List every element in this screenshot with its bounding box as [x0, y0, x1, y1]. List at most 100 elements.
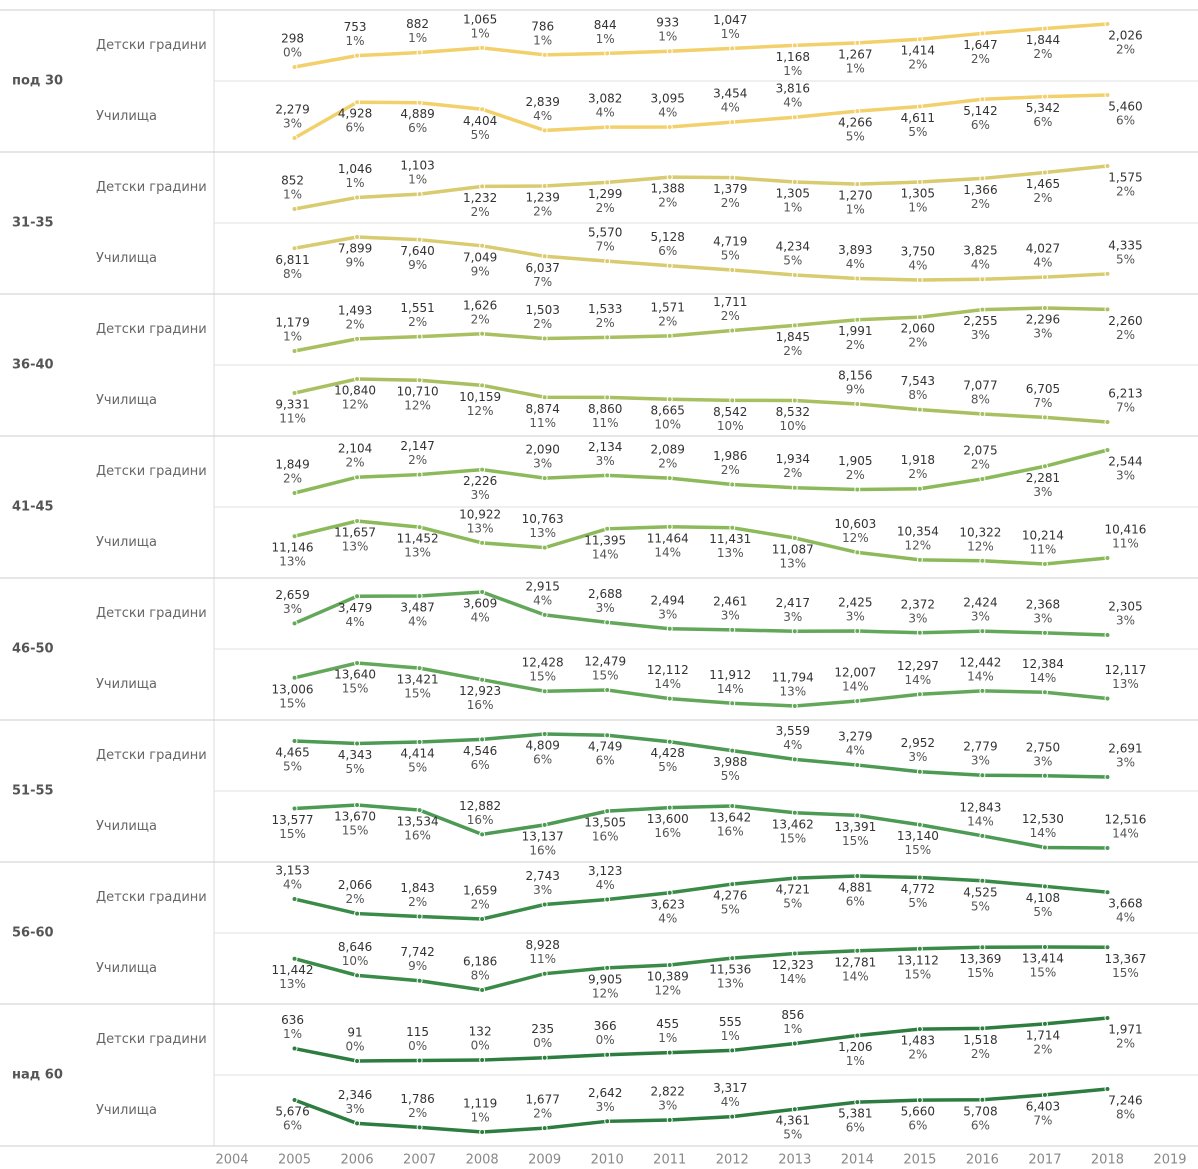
value-label: 2,147: [400, 439, 434, 453]
point: [916, 1097, 923, 1104]
value-label: 10,214: [1022, 529, 1064, 543]
value-label: 2,494: [651, 593, 685, 607]
percent-label: 5%: [783, 253, 802, 267]
point: [854, 1032, 861, 1039]
percent-label: 2%: [658, 196, 677, 210]
point: [479, 183, 486, 190]
point: [416, 739, 423, 746]
point: [416, 665, 423, 672]
group-label: 46-50: [12, 642, 54, 657]
group-label: 31-35: [12, 216, 54, 231]
value-label: 1,305: [901, 187, 935, 201]
point: [416, 1057, 423, 1064]
value-label: 13,600: [647, 812, 689, 826]
percent-label: 1%: [596, 32, 615, 46]
percent-label: 2%: [721, 196, 740, 210]
value-label: 11,657: [334, 526, 376, 540]
point: [854, 39, 861, 46]
line: [294, 306, 1108, 353]
value-label: 1,065: [463, 12, 497, 26]
value-label: 11,146: [272, 541, 314, 555]
percent-label: 10%: [717, 419, 744, 433]
point: [979, 1096, 986, 1103]
point: [979, 476, 986, 483]
point: [666, 174, 673, 181]
point: [541, 901, 548, 908]
percent-label: 12%: [404, 399, 431, 413]
value-label: 12,530: [1022, 812, 1064, 826]
value-label: 5,660: [901, 1105, 935, 1119]
point: [791, 703, 798, 709]
value-label: 2,260: [1108, 314, 1142, 328]
percent-label: 4%: [596, 878, 615, 892]
percent-label: 0%: [471, 1039, 490, 1053]
percent-label: 2%: [346, 317, 365, 331]
point: [916, 768, 923, 775]
point: [416, 807, 423, 814]
percent-label: 3%: [1033, 327, 1052, 341]
point: [916, 103, 923, 110]
value-label: 10,603: [834, 517, 876, 531]
x-tick-label: 2012: [716, 1153, 749, 1168]
value-label: 132: [469, 1025, 492, 1039]
value-label: 1,575: [1108, 171, 1142, 185]
value-label: 555: [719, 1015, 742, 1029]
line: [294, 22, 1108, 69]
percent-label: 14%: [654, 677, 681, 691]
point: [979, 557, 986, 564]
point: [1104, 1015, 1111, 1021]
percent-label: 5%: [1116, 252, 1135, 266]
value-label: 1,843: [400, 881, 434, 895]
percent-label: 1%: [658, 30, 677, 44]
point: [1104, 92, 1111, 98]
percent-label: 10%: [654, 418, 681, 432]
value-label: 4,525: [963, 885, 997, 899]
value-label: 4,343: [338, 748, 372, 762]
percent-label: 14%: [967, 669, 994, 683]
percent-label: 1%: [846, 203, 865, 217]
point: [729, 881, 736, 888]
value-label: 6,811: [275, 253, 309, 267]
point: [291, 245, 298, 252]
percent-label: 6%: [971, 118, 990, 132]
value-label: 4,881: [838, 881, 872, 895]
value-label: 6,403: [1026, 1099, 1060, 1113]
point: [354, 99, 361, 106]
point: [291, 1045, 298, 1052]
percent-label: 14%: [842, 680, 869, 694]
value-label: 455: [656, 1017, 679, 1031]
value-label: 13,421: [397, 673, 439, 687]
line: [294, 1016, 1108, 1063]
value-label: 11,431: [709, 532, 751, 546]
percent-label: 15%: [905, 843, 932, 857]
x-tick-label: 2011: [653, 1153, 686, 1168]
value-label: 3,750: [901, 245, 935, 259]
percent-label: 14%: [1112, 827, 1139, 841]
point: [729, 327, 736, 334]
percent-label: 13%: [717, 977, 744, 991]
point: [604, 472, 611, 479]
percent-label: 3%: [971, 328, 990, 342]
value-label: 4,611: [901, 111, 935, 125]
percent-label: 9%: [408, 959, 427, 973]
percent-label: 7%: [533, 275, 552, 289]
point: [854, 108, 861, 115]
point: [666, 523, 673, 530]
percent-label: 5%: [783, 1128, 802, 1142]
value-label: 2,281: [1026, 471, 1060, 485]
percent-label: 5%: [908, 896, 927, 910]
value-label: 1,206: [838, 1040, 872, 1054]
value-label: 298: [281, 32, 304, 46]
percent-label: 13%: [717, 546, 744, 560]
percent-label: 1%: [783, 1022, 802, 1036]
value-label: 3,893: [838, 243, 872, 257]
value-label: 12,843: [959, 800, 1001, 814]
point: [1104, 944, 1111, 951]
row-label: Детски градини: [96, 38, 207, 53]
percent-label: 15%: [279, 827, 306, 841]
point: [416, 593, 423, 600]
point: [979, 687, 986, 694]
value-label: 9,905: [588, 972, 622, 986]
x-tick-label: 2014: [841, 1153, 874, 1168]
point: [416, 191, 423, 198]
